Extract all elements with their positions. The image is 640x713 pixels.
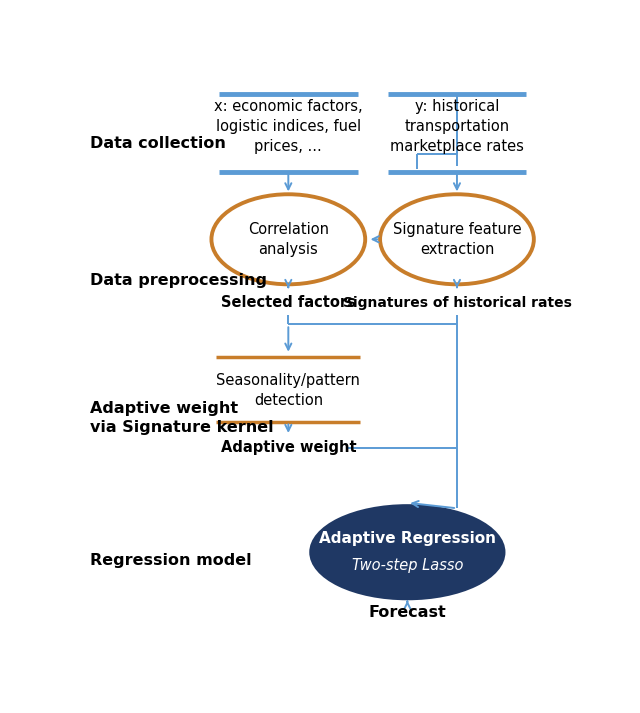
Text: Correlation
analysis: Correlation analysis bbox=[248, 222, 329, 257]
Text: Data collection: Data collection bbox=[90, 135, 226, 150]
Text: Forecast: Forecast bbox=[369, 605, 446, 620]
Text: Adaptive weight: Adaptive weight bbox=[221, 441, 356, 456]
Text: Adaptive weight
via Signature kernel: Adaptive weight via Signature kernel bbox=[90, 401, 273, 434]
Text: Signatures of historical rates: Signatures of historical rates bbox=[342, 296, 572, 310]
Text: Adaptive Regression: Adaptive Regression bbox=[319, 531, 496, 546]
Text: Selected factors: Selected factors bbox=[221, 295, 356, 310]
Text: x: economic factors,
logistic indices, fuel
prices, ...: x: economic factors, logistic indices, f… bbox=[214, 99, 363, 154]
Text: Signature feature
extraction: Signature feature extraction bbox=[393, 222, 521, 257]
Ellipse shape bbox=[380, 194, 534, 284]
Text: Two-step Lasso: Two-step Lasso bbox=[351, 558, 463, 573]
Text: Data preprocessing: Data preprocessing bbox=[90, 273, 267, 288]
Ellipse shape bbox=[211, 194, 365, 284]
Text: y: historical
transportation
marketplace rates: y: historical transportation marketplace… bbox=[390, 99, 524, 154]
Text: Regression model: Regression model bbox=[90, 553, 252, 568]
Ellipse shape bbox=[310, 506, 504, 599]
Text: Seasonality/pattern
detection: Seasonality/pattern detection bbox=[216, 373, 360, 408]
